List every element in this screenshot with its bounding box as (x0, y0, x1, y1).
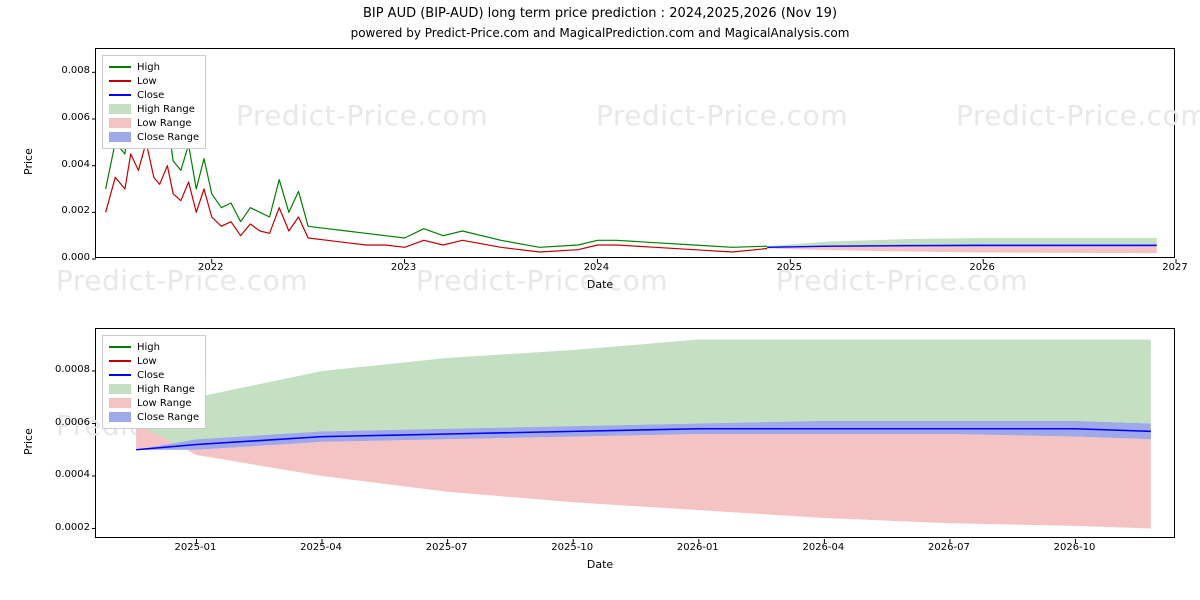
xtick: 2026 (969, 262, 994, 273)
legend-line-swatch (109, 94, 131, 96)
legend-label: Close (137, 370, 164, 381)
bottom-chart-svg (96, 329, 1174, 537)
legend-line-swatch (109, 66, 131, 68)
legend-item: Close Range (109, 410, 199, 424)
ytick: 0.0004 (35, 469, 90, 480)
chart-legend-top: High Low Close High Range Low Range Close Ran… (102, 55, 206, 149)
legend-item: Low Range (109, 396, 199, 410)
xtick: 2026-07 (928, 542, 970, 553)
legend-patch-swatch (109, 132, 131, 142)
legend-item: Close (109, 88, 199, 102)
legend-label: Low Range (137, 118, 192, 129)
xtick: 2026-10 (1054, 542, 1096, 553)
xtick: 2026-01 (677, 542, 719, 553)
ytick: 0.006 (35, 112, 90, 123)
legend-item: High (109, 340, 199, 354)
top-chart-svg (96, 49, 1174, 257)
chart-legend-bottom: High Low Close High Range Low Range Close Ran… (102, 335, 206, 429)
xtick: 2025-01 (175, 542, 217, 553)
ytick: 0.004 (35, 159, 90, 170)
watermark: Predict-Price.com (416, 264, 668, 297)
watermark: Predict-Price.com (56, 264, 308, 297)
xtick: 2022 (198, 262, 223, 273)
legend-patch-swatch (109, 118, 131, 128)
legend-label: High Range (137, 384, 195, 395)
chart-title-sub: powered by Predict-Price.com and Magical… (351, 26, 850, 40)
legend-label: Low (137, 356, 157, 367)
legend-label: Close Range (137, 412, 199, 423)
xtick: 2027 (1162, 262, 1187, 273)
legend-line-swatch (109, 346, 131, 348)
legend-line-swatch (109, 80, 131, 82)
legend-item: Low Range (109, 116, 199, 130)
legend-item: High Range (109, 382, 199, 396)
legend-label: Close Range (137, 132, 199, 143)
bottom-chart-panel: Predict-Price.com Predict-Price.com Pred… (95, 328, 1175, 538)
figure: BIP AUD (BIP-AUD) long term price predic… (0, 0, 1200, 600)
xtick: 2025-07 (426, 542, 468, 553)
legend-patch-swatch (109, 384, 131, 394)
ytick: 0.002 (35, 205, 90, 216)
xtick: 2023 (391, 262, 416, 273)
legend-patch-swatch (109, 398, 131, 408)
legend-item: High (109, 60, 199, 74)
ytick: 0.0006 (35, 417, 90, 428)
ytick: 0.008 (35, 65, 90, 76)
ytick: 0.0008 (35, 364, 90, 375)
legend-item: High Range (109, 102, 199, 116)
legend-label: Close (137, 90, 164, 101)
legend-label: High (137, 62, 160, 73)
ylabel-top: Price (22, 148, 35, 175)
legend-item: Close Range (109, 130, 199, 144)
top-chart-panel: Predict-Price.com Predict-Price.com Pred… (95, 48, 1175, 258)
ytick: 0.000 (35, 252, 90, 263)
legend-item: Low (109, 354, 199, 368)
ylabel-bottom: Price (22, 428, 35, 455)
legend-label: Low Range (137, 398, 192, 409)
legend-line-swatch (109, 360, 131, 362)
xlabel-bottom: Date (587, 558, 613, 571)
chart-title-main: BIP AUD (BIP-AUD) long term price predic… (363, 6, 837, 21)
legend-patch-swatch (109, 412, 131, 422)
legend-label: Low (137, 76, 157, 87)
legend-line-swatch (109, 374, 131, 376)
legend-label: High (137, 342, 160, 353)
xtick: 2024 (584, 262, 609, 273)
xlabel-top: Date (587, 278, 613, 291)
legend-label: High Range (137, 104, 195, 115)
xtick: 2025-04 (300, 542, 342, 553)
ytick: 0.0002 (35, 522, 90, 533)
xtick: 2025-10 (551, 542, 593, 553)
xtick: 2026-04 (802, 542, 844, 553)
legend-item: Close (109, 368, 199, 382)
legend-item: Low (109, 74, 199, 88)
legend-patch-swatch (109, 104, 131, 114)
xtick: 2025 (777, 262, 802, 273)
